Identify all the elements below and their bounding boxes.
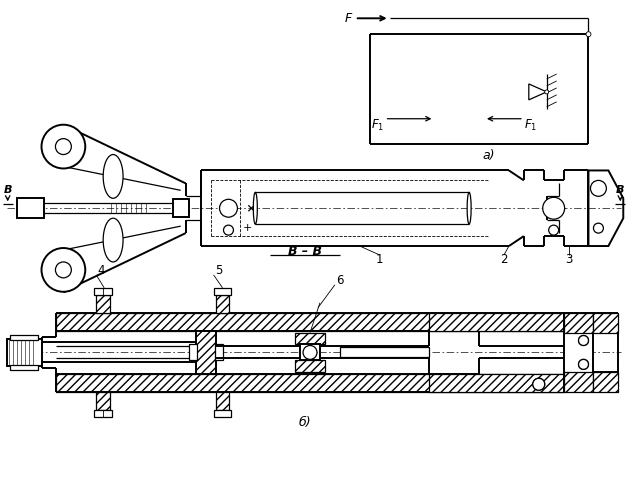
Circle shape (578, 360, 588, 369)
Circle shape (220, 199, 237, 217)
Text: 4: 4 (97, 265, 105, 277)
Bar (430, 313, 563, 330)
Bar (215, 392, 229, 410)
Circle shape (549, 225, 559, 235)
Circle shape (578, 336, 588, 346)
Text: +: + (242, 223, 252, 233)
Bar (563, 313, 593, 332)
Bar (295, 332, 325, 345)
Circle shape (55, 262, 72, 278)
Bar (593, 372, 619, 392)
Ellipse shape (103, 218, 123, 262)
Ellipse shape (103, 154, 123, 198)
Circle shape (533, 378, 544, 390)
Bar (196, 330, 215, 374)
Bar (215, 345, 222, 360)
Circle shape (543, 197, 565, 219)
Bar (563, 372, 593, 392)
Ellipse shape (253, 192, 257, 224)
Bar (7, 339, 41, 366)
Ellipse shape (467, 192, 471, 224)
Circle shape (578, 336, 588, 346)
Text: В: В (616, 185, 625, 195)
Bar (300, 345, 320, 360)
Text: F: F (344, 12, 352, 25)
Bar (593, 313, 619, 332)
Bar (173, 199, 188, 217)
Circle shape (578, 360, 588, 369)
Text: $F_1$: $F_1$ (524, 118, 538, 133)
Text: $F_1$: $F_1$ (371, 118, 384, 133)
Bar (57, 313, 563, 330)
Bar (96, 295, 110, 313)
Bar (17, 198, 45, 218)
Bar (9, 365, 38, 370)
Text: 3: 3 (565, 254, 572, 267)
Bar (295, 360, 325, 372)
Text: 5: 5 (215, 265, 222, 277)
Text: 6: 6 (336, 274, 344, 287)
Bar (214, 288, 232, 295)
Bar (563, 313, 593, 392)
Circle shape (41, 125, 85, 169)
Bar (340, 348, 430, 358)
Bar (214, 410, 232, 417)
Circle shape (41, 248, 85, 292)
Bar (94, 410, 112, 417)
Text: б): б) (299, 415, 311, 429)
Circle shape (586, 32, 591, 37)
Bar (96, 392, 110, 410)
Circle shape (544, 90, 549, 94)
Bar (430, 374, 563, 392)
Bar (188, 345, 197, 360)
Text: 2: 2 (500, 254, 507, 267)
Circle shape (533, 378, 544, 390)
Circle shape (224, 225, 234, 235)
Bar (9, 334, 38, 340)
Circle shape (303, 346, 317, 360)
Text: 1: 1 (376, 254, 383, 267)
Circle shape (55, 139, 72, 154)
Bar (94, 288, 112, 295)
Bar (57, 374, 563, 392)
Text: а): а) (483, 149, 495, 162)
Circle shape (590, 181, 607, 196)
Circle shape (593, 223, 604, 233)
Text: В: В (3, 185, 12, 195)
Bar (215, 295, 229, 313)
Text: В – В: В – В (288, 244, 322, 258)
